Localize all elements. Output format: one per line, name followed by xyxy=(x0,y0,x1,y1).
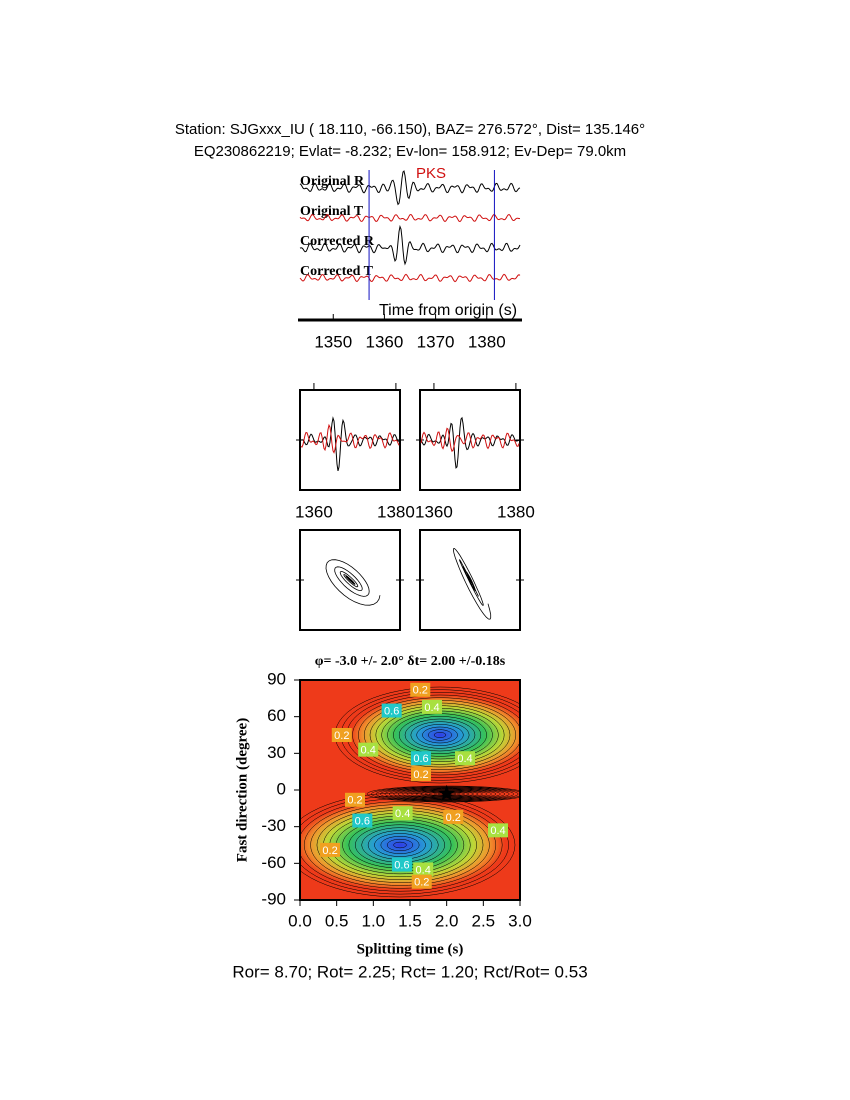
contour xyxy=(386,838,414,852)
contour-label: 0.2 xyxy=(446,812,461,824)
waveform xyxy=(420,427,520,453)
contour xyxy=(310,804,490,886)
x-axis-label: Time from origin (s) xyxy=(379,302,517,319)
contour-label: 0.2 xyxy=(347,795,362,807)
contour-label-box xyxy=(411,767,431,782)
contour xyxy=(404,718,476,752)
contour xyxy=(300,792,516,898)
contour-label: 0.4 xyxy=(457,753,472,765)
contour xyxy=(352,694,520,776)
y-tick-label: 30 xyxy=(267,743,286,762)
contour-label: 0.2 xyxy=(414,877,429,889)
x-tick-label: 1360 xyxy=(415,502,453,521)
waveform xyxy=(299,213,521,223)
contour xyxy=(410,721,470,749)
contour-label-box xyxy=(422,699,442,714)
y-tick-label: -60 xyxy=(261,853,286,872)
phase-label: PKS xyxy=(416,165,446,182)
waveform xyxy=(299,170,521,206)
particle-motion xyxy=(325,559,381,606)
x-tick-label: 1.5 xyxy=(398,911,422,930)
contour xyxy=(416,724,464,746)
x-tick-label: 1360 xyxy=(295,502,333,521)
contour-label: 0.6 xyxy=(355,815,370,827)
contour-label: 0.2 xyxy=(413,685,428,697)
contour xyxy=(300,795,509,895)
contour-label-box xyxy=(443,809,464,824)
contour-label-box xyxy=(410,682,431,697)
x-tick-label: 3.0 xyxy=(508,911,532,930)
contour xyxy=(380,836,420,854)
x-tick-label: 0.0 xyxy=(288,911,312,930)
contour-label-box xyxy=(413,862,434,877)
x-tick-label: 2.5 xyxy=(472,911,496,930)
y-axis-label: Fast direction (degree) xyxy=(234,718,250,862)
contour-label-box xyxy=(331,728,352,742)
y-tick-label: 90 xyxy=(267,669,286,688)
station-line: Station: SJGxxx_IU ( 18.110, -66.150), B… xyxy=(175,121,645,138)
contour-label-box xyxy=(345,792,365,807)
contour xyxy=(358,697,520,773)
best-fit-star xyxy=(438,784,456,801)
contour-label: 0.2 xyxy=(322,845,337,857)
contour-label: 0.6 xyxy=(394,859,409,871)
panel-frame xyxy=(299,389,401,491)
contour xyxy=(398,716,482,754)
contour xyxy=(433,732,447,738)
contour-label-box xyxy=(411,874,432,889)
waveform xyxy=(300,416,400,472)
contour-label: 0.4 xyxy=(490,825,505,837)
contour-label: 0.2 xyxy=(413,769,428,781)
waveform xyxy=(300,423,400,454)
y-tick-label: 0 xyxy=(277,779,286,798)
y-tick-label: 60 xyxy=(267,706,286,725)
contour-label-box xyxy=(381,703,402,718)
contour-label: 0.6 xyxy=(384,705,399,717)
x-tick-label: 1380 xyxy=(468,332,506,351)
contour-label-box xyxy=(320,842,341,857)
contour-label-box xyxy=(455,751,475,766)
contour-label-box xyxy=(411,751,431,766)
contour-label: 0.6 xyxy=(413,753,428,765)
particle-motion xyxy=(452,547,492,620)
contour-label: 0.4 xyxy=(416,864,431,876)
x-tick-label: 1380 xyxy=(497,502,535,521)
trace-label: Corrected T xyxy=(300,264,374,279)
x-tick-label: 0.5 xyxy=(325,911,349,930)
waveform xyxy=(299,224,521,266)
contour-title: φ= -3.0 +/- 2.0° δt= 2.00 +/-0.18s xyxy=(315,654,506,669)
contour-label: 0.4 xyxy=(361,745,376,757)
contour-label: 0.4 xyxy=(395,808,410,820)
x-tick-label: 1350 xyxy=(314,332,352,351)
contour xyxy=(428,729,452,741)
waveform xyxy=(299,273,521,283)
trace-label: Original T xyxy=(300,204,364,219)
waveform xyxy=(420,416,520,469)
x-tick-label: 1380 xyxy=(377,502,415,521)
contour xyxy=(303,801,497,889)
contour xyxy=(393,841,407,849)
contour-label-box xyxy=(391,857,412,872)
x-axis-label: Splitting time (s) xyxy=(357,941,464,957)
event-line: EQ230862219; Evlat= -8.232; Ev-lon= 158.… xyxy=(194,143,626,160)
x-tick-label: 2.0 xyxy=(435,911,459,930)
contour-label-box xyxy=(358,742,379,757)
x-tick-label: 1360 xyxy=(366,332,404,351)
y-tick-label: -30 xyxy=(261,816,286,835)
contour-label-box xyxy=(352,813,373,828)
x-tick-label: 1370 xyxy=(417,332,455,351)
contour-label-box xyxy=(488,823,508,838)
contour-label: 0.2 xyxy=(334,730,349,742)
y-tick-label: -90 xyxy=(261,889,286,908)
contour-label-box xyxy=(392,806,413,821)
contour xyxy=(374,833,426,857)
contour xyxy=(422,726,458,744)
x-tick-label: 1.0 xyxy=(362,911,386,930)
footer: Ror= 8.70; Rot= 2.25; Rct= 1.20; Rct/Rot… xyxy=(232,962,587,981)
contour-label: 0.4 xyxy=(424,702,439,714)
trace-label: Corrected R xyxy=(300,234,375,249)
